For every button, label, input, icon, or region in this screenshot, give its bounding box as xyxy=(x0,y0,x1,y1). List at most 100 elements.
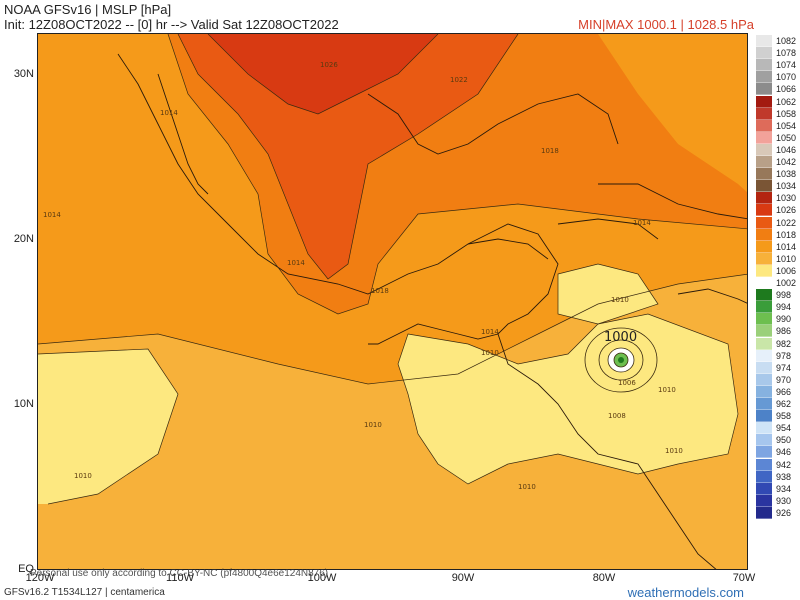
chart-title: NOAA GFSv16 | MSLP [hPa] xyxy=(4,2,172,17)
pressure-field-1006-caribbean xyxy=(558,264,658,324)
colorbar-label: 958 xyxy=(776,411,792,422)
lon-label-100w: 100W xyxy=(307,572,337,584)
colorbar-label: 1066 xyxy=(776,84,797,95)
colorbar-swatch xyxy=(756,337,772,350)
colorbar-label: 1014 xyxy=(776,241,797,252)
colorbar-swatch xyxy=(756,301,772,314)
colorbar-swatch xyxy=(756,35,772,48)
lon-label-90w: 90W xyxy=(451,572,475,584)
colorbar-swatch xyxy=(756,422,772,435)
isobar-label: 1010 xyxy=(658,386,676,394)
colorbar-swatch xyxy=(756,47,772,60)
colorbar-label: 966 xyxy=(776,386,792,397)
model-info: GFSv16.2 T1534L127 | centamerica xyxy=(4,587,165,598)
isobar-label: 1018 xyxy=(371,287,389,295)
colorbar-label: 974 xyxy=(776,362,792,373)
isobar-label: 1010 xyxy=(481,349,499,357)
brand-link[interactable]: weathermodels.com xyxy=(627,585,744,600)
colorbar-swatch xyxy=(756,95,772,108)
isobar-label: 1010 xyxy=(665,447,683,455)
isobar-label: 1010 xyxy=(364,421,382,429)
lat-label-30n: 30N xyxy=(13,68,34,80)
colorbar-swatch xyxy=(756,446,772,459)
mslp-map: 1026 1022 1018 1014 1014 1014 1014 1018 … xyxy=(37,33,748,570)
colorbar-swatch xyxy=(756,470,772,483)
pressure-field-1006-central xyxy=(398,314,738,484)
colorbar-swatch xyxy=(756,59,772,72)
colorbar-label: 930 xyxy=(776,495,792,506)
colorbar-swatch xyxy=(756,361,772,374)
colorbar-label: 1074 xyxy=(776,60,797,71)
min-max-pressure: MIN|MAX 1000.1 | 1028.5 hPa xyxy=(578,17,754,32)
isobar-label: 1010 xyxy=(518,483,536,491)
colorbar-swatch xyxy=(756,410,772,423)
colorbar-swatch xyxy=(756,240,772,253)
license-disclaimer: Personal use only according to CC-BY-NC … xyxy=(30,568,329,579)
isobar-label: 1010 xyxy=(74,472,92,480)
colorbar-swatch xyxy=(756,313,772,326)
colorbar-swatch xyxy=(756,119,772,132)
colorbar-label: 1010 xyxy=(776,253,797,264)
pressure-field-1026 xyxy=(208,34,438,114)
colorbar-swatch xyxy=(756,398,772,411)
coastlines xyxy=(117,53,747,569)
colorbar-label: 1054 xyxy=(776,120,797,131)
colorbar-swatch xyxy=(756,385,772,398)
lon-label-110w: 110W xyxy=(166,572,194,584)
colorbar-swatch xyxy=(756,143,772,156)
colorbar-swatch xyxy=(756,434,772,447)
colorbar-swatch xyxy=(756,204,772,217)
colorbar-swatch xyxy=(756,289,772,302)
tropical-low xyxy=(584,327,658,393)
colorbar-swatch xyxy=(756,482,772,495)
colorbar-swatch xyxy=(756,107,772,120)
colorbar-label: 954 xyxy=(776,423,792,434)
map-canvas: 1026 1022 1018 1014 1014 1014 1014 1018 … xyxy=(38,34,747,569)
init-valid-time: Init: 12Z08OCT2022 -- [0] hr --> Valid S… xyxy=(4,17,339,32)
isobar-label: 1006 xyxy=(618,379,636,387)
isobar-label: 1014 xyxy=(43,211,61,219)
lon-label-120w: 120W xyxy=(25,572,55,584)
colorbar-swatch xyxy=(756,156,772,169)
colorbar-swatch xyxy=(756,83,772,96)
colorbar-label: 998 xyxy=(776,290,792,301)
pressure-field-1006-west xyxy=(38,349,178,504)
colorbar-swatch xyxy=(756,494,772,507)
colorbar-label: 946 xyxy=(776,447,792,458)
colorbar-swatch xyxy=(756,373,772,386)
colorbar-label: 938 xyxy=(776,471,792,482)
isobars xyxy=(38,34,747,505)
colorbar-swatch xyxy=(756,252,772,265)
colorbar-label: 1030 xyxy=(776,193,797,204)
colorbar-label: 1062 xyxy=(776,96,797,107)
pressure-field-1010 xyxy=(38,274,747,569)
isobar-label: 1022 xyxy=(450,76,468,84)
isobar-label: 1018 xyxy=(541,147,559,155)
colorbar-swatch xyxy=(756,349,772,362)
colorbar-label: 950 xyxy=(776,435,792,446)
colorbar-swatch xyxy=(756,325,772,338)
low-center-label: 1000 xyxy=(604,330,637,345)
colorbar-label: 1042 xyxy=(776,157,797,167)
colorbar-swatch xyxy=(756,180,772,193)
colorbar-label: 978 xyxy=(776,350,792,361)
colorbar-swatch xyxy=(756,228,772,241)
isobar-label: 1014 xyxy=(160,109,178,117)
colorbar-swatch xyxy=(756,277,772,290)
colorbar-label: 1026 xyxy=(776,205,797,216)
colorbar-label: 1022 xyxy=(776,217,797,228)
colorbar-label: 934 xyxy=(776,483,792,494)
lon-label-70w: 70W xyxy=(732,572,756,584)
isobar-label: 1010 xyxy=(611,296,629,304)
colorbar-label: 926 xyxy=(776,507,792,518)
colorbar-swatch xyxy=(756,506,772,519)
colorbar-swatch xyxy=(756,168,772,181)
colorbar-label: 942 xyxy=(776,459,792,470)
lon-label-80w: 80W xyxy=(592,572,616,584)
colorbar-label: 1070 xyxy=(776,72,797,83)
colorbar-swatch xyxy=(756,71,772,84)
colorbar-label: 994 xyxy=(776,302,792,313)
colorbar-label: 1038 xyxy=(776,169,797,180)
isobar-label: 1026 xyxy=(320,61,338,69)
pressure-field-1022 xyxy=(178,34,518,279)
